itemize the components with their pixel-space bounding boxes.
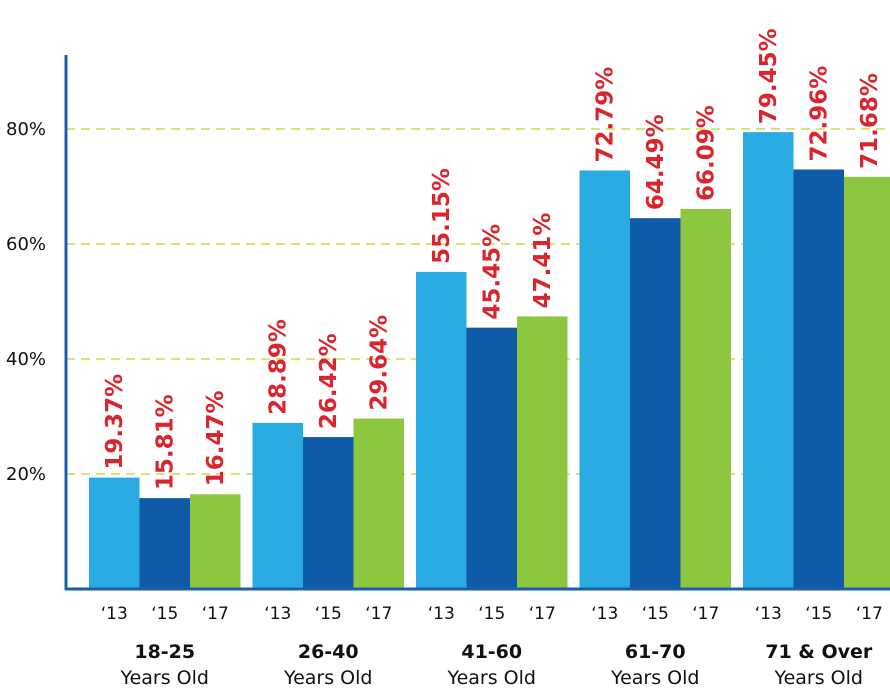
x-tick-label: ‘17: [529, 604, 556, 624]
data-label: 15.81%: [153, 394, 179, 490]
x-tick-label: ‘17: [365, 604, 392, 624]
y-tick-label: 20%: [6, 464, 46, 485]
group-subtitle: Years Old: [283, 667, 372, 689]
data-labels: 19.37% 28.89% 55.15% 72.79% 79.45% 15.81% 26.4…: [102, 28, 883, 490]
data-label: 45.45%: [480, 224, 506, 320]
group-subtitle: Years Old: [610, 667, 699, 689]
bar: [252, 422, 303, 589]
bar: [466, 327, 517, 589]
y-tick-labels: 20% 40% 60% 80%: [6, 119, 46, 485]
x-tick-label: ‘15: [151, 604, 178, 624]
x-tick-label: ‘13: [264, 604, 291, 624]
data-label: 16.47%: [203, 391, 229, 487]
data-label: 79.45%: [756, 28, 782, 124]
x-tick-label: ‘15: [478, 604, 505, 624]
x-tick-label: ‘15: [642, 604, 669, 624]
data-label: 28.89%: [266, 319, 292, 415]
bar: [139, 498, 190, 589]
bar: [416, 271, 467, 589]
x-tick-label: ‘15: [805, 604, 832, 624]
bar: [743, 132, 794, 589]
group-title: 26-40: [298, 641, 359, 663]
bar: [303, 437, 354, 589]
group-title: 71 & Over: [765, 641, 873, 663]
x-tick-labels: ‘13 ‘15 ‘17 ‘13 ‘15 ‘17 ‘13 ‘15 ‘17 ‘13 ‘15 ‘17 ‘13 ‘…: [101, 604, 883, 624]
bar: [680, 208, 731, 590]
x-tick-label: ‘13: [101, 604, 128, 624]
bars: [89, 132, 890, 590]
bar: [190, 494, 241, 589]
bar: [89, 477, 140, 589]
data-label: 66.09%: [694, 105, 720, 201]
group-title: 61-70: [625, 641, 686, 663]
bar: [793, 169, 844, 590]
data-label: 26.42%: [316, 333, 342, 429]
bar: [844, 176, 890, 589]
group-labels: 18-25 Years Old 26-40 Years Old 41-60 Years O…: [120, 641, 873, 689]
x-tick-label: ‘17: [856, 604, 883, 624]
x-tick-label: ‘13: [755, 604, 782, 624]
x-tick-label: ‘13: [428, 604, 455, 624]
group-subtitle: Years Old: [774, 667, 863, 689]
x-tick-label: ‘15: [315, 604, 342, 624]
data-label: 19.37%: [102, 374, 128, 470]
y-tick-label: 40%: [6, 349, 46, 370]
data-label: 64.49%: [643, 114, 669, 210]
data-label: 55.15%: [429, 168, 455, 264]
data-label: 72.96%: [807, 66, 833, 162]
bar: [579, 170, 630, 589]
x-tick-label: ‘17: [692, 604, 719, 624]
y-tick-label: 60%: [6, 234, 46, 255]
group-title: 18-25: [134, 641, 195, 663]
group-title: 41-60: [461, 641, 522, 663]
data-label: 47.41%: [530, 213, 556, 309]
bar: [353, 418, 404, 589]
bar: [517, 316, 568, 589]
group-subtitle: Years Old: [447, 667, 536, 689]
bar: [630, 218, 681, 589]
y-tick-label: 80%: [6, 119, 46, 140]
data-label: 29.64%: [367, 315, 393, 411]
group-subtitle: Years Old: [120, 667, 209, 689]
x-tick-label: ‘17: [202, 604, 229, 624]
axes: [64, 55, 890, 591]
data-label: 72.79%: [593, 67, 619, 163]
x-tick-label: ‘13: [591, 604, 618, 624]
data-label: 71.68%: [857, 73, 883, 169]
